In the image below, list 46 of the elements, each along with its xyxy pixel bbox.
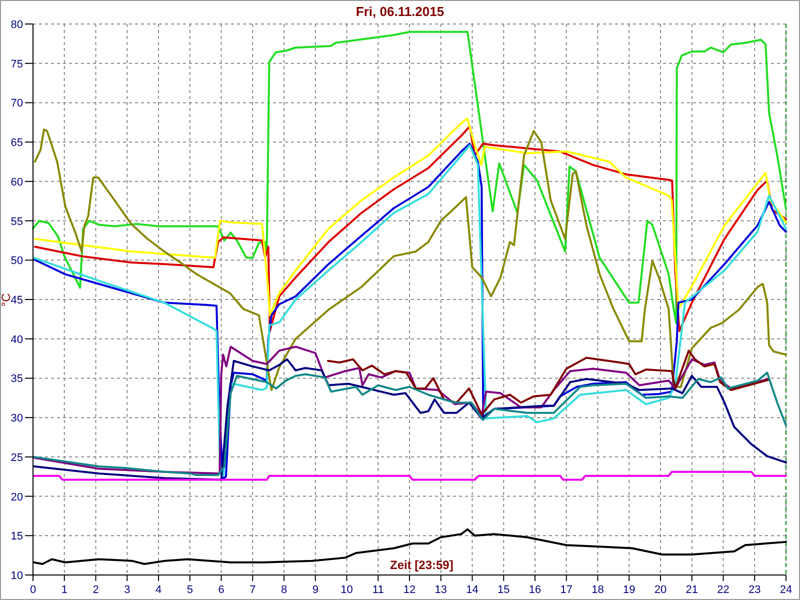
x-tick-label: 9	[312, 584, 318, 596]
x-tick-label: 18	[592, 584, 604, 596]
y-tick-label: 15	[10, 530, 23, 543]
x-tick-label: 0	[30, 584, 36, 596]
y-tick-label: 55	[10, 216, 23, 228]
y-tick-label: 60	[10, 176, 23, 188]
x-tick-label: 16	[528, 584, 542, 596]
x-tick-label: 20	[654, 584, 667, 596]
x-axis-title: Zeit [23:59]	[390, 558, 454, 572]
x-tick-label: 5	[186, 584, 193, 596]
y-tick-label: 35	[10, 373, 23, 386]
line-series	[32, 30, 787, 324]
x-tick-label: 15	[498, 584, 510, 596]
y-tick-label: 10	[10, 570, 23, 582]
x-tick-label: 6	[218, 584, 224, 596]
x-tick-label: 1	[61, 584, 68, 596]
x-tick-label: 2	[92, 584, 99, 596]
y-tick-label: 45	[10, 294, 23, 306]
y-tick-label: 25	[10, 452, 23, 464]
x-tick-label: 3	[124, 584, 130, 596]
x-tick-label: 12	[403, 584, 416, 596]
x-tick-label: 21	[686, 584, 698, 596]
x-tick-label: 23	[748, 584, 761, 596]
y-tick-label: 70	[10, 98, 23, 110]
y-tick-label: 30	[10, 412, 23, 425]
x-tick-label: 8	[280, 584, 288, 596]
y-tick-label: 50	[10, 255, 23, 268]
y-tick-label: 75	[10, 58, 23, 70]
x-tick-label: 10	[340, 584, 353, 596]
x-tick-label: 19	[623, 584, 636, 596]
x-tick-label: 14	[466, 584, 478, 596]
y-tick-label: 20	[10, 491, 23, 504]
y-tick-label: 65	[10, 137, 23, 150]
y-tick-label: 40	[10, 334, 23, 346]
x-tick-label: 11	[372, 584, 384, 596]
x-tick-label: 17	[560, 584, 572, 596]
y-tick-label: 80	[10, 19, 23, 31]
x-tick-label: 24	[780, 584, 792, 596]
chart-title: Fri, 06.11.2015	[356, 4, 444, 19]
x-tick-label: 4	[155, 584, 162, 596]
x-tick-label: 7	[250, 584, 256, 596]
line-series	[32, 346, 770, 474]
line-series	[34, 128, 787, 392]
x-tick-label: 22	[717, 584, 730, 596]
x-tick-label: 13	[434, 584, 447, 596]
line-series	[326, 350, 770, 416]
